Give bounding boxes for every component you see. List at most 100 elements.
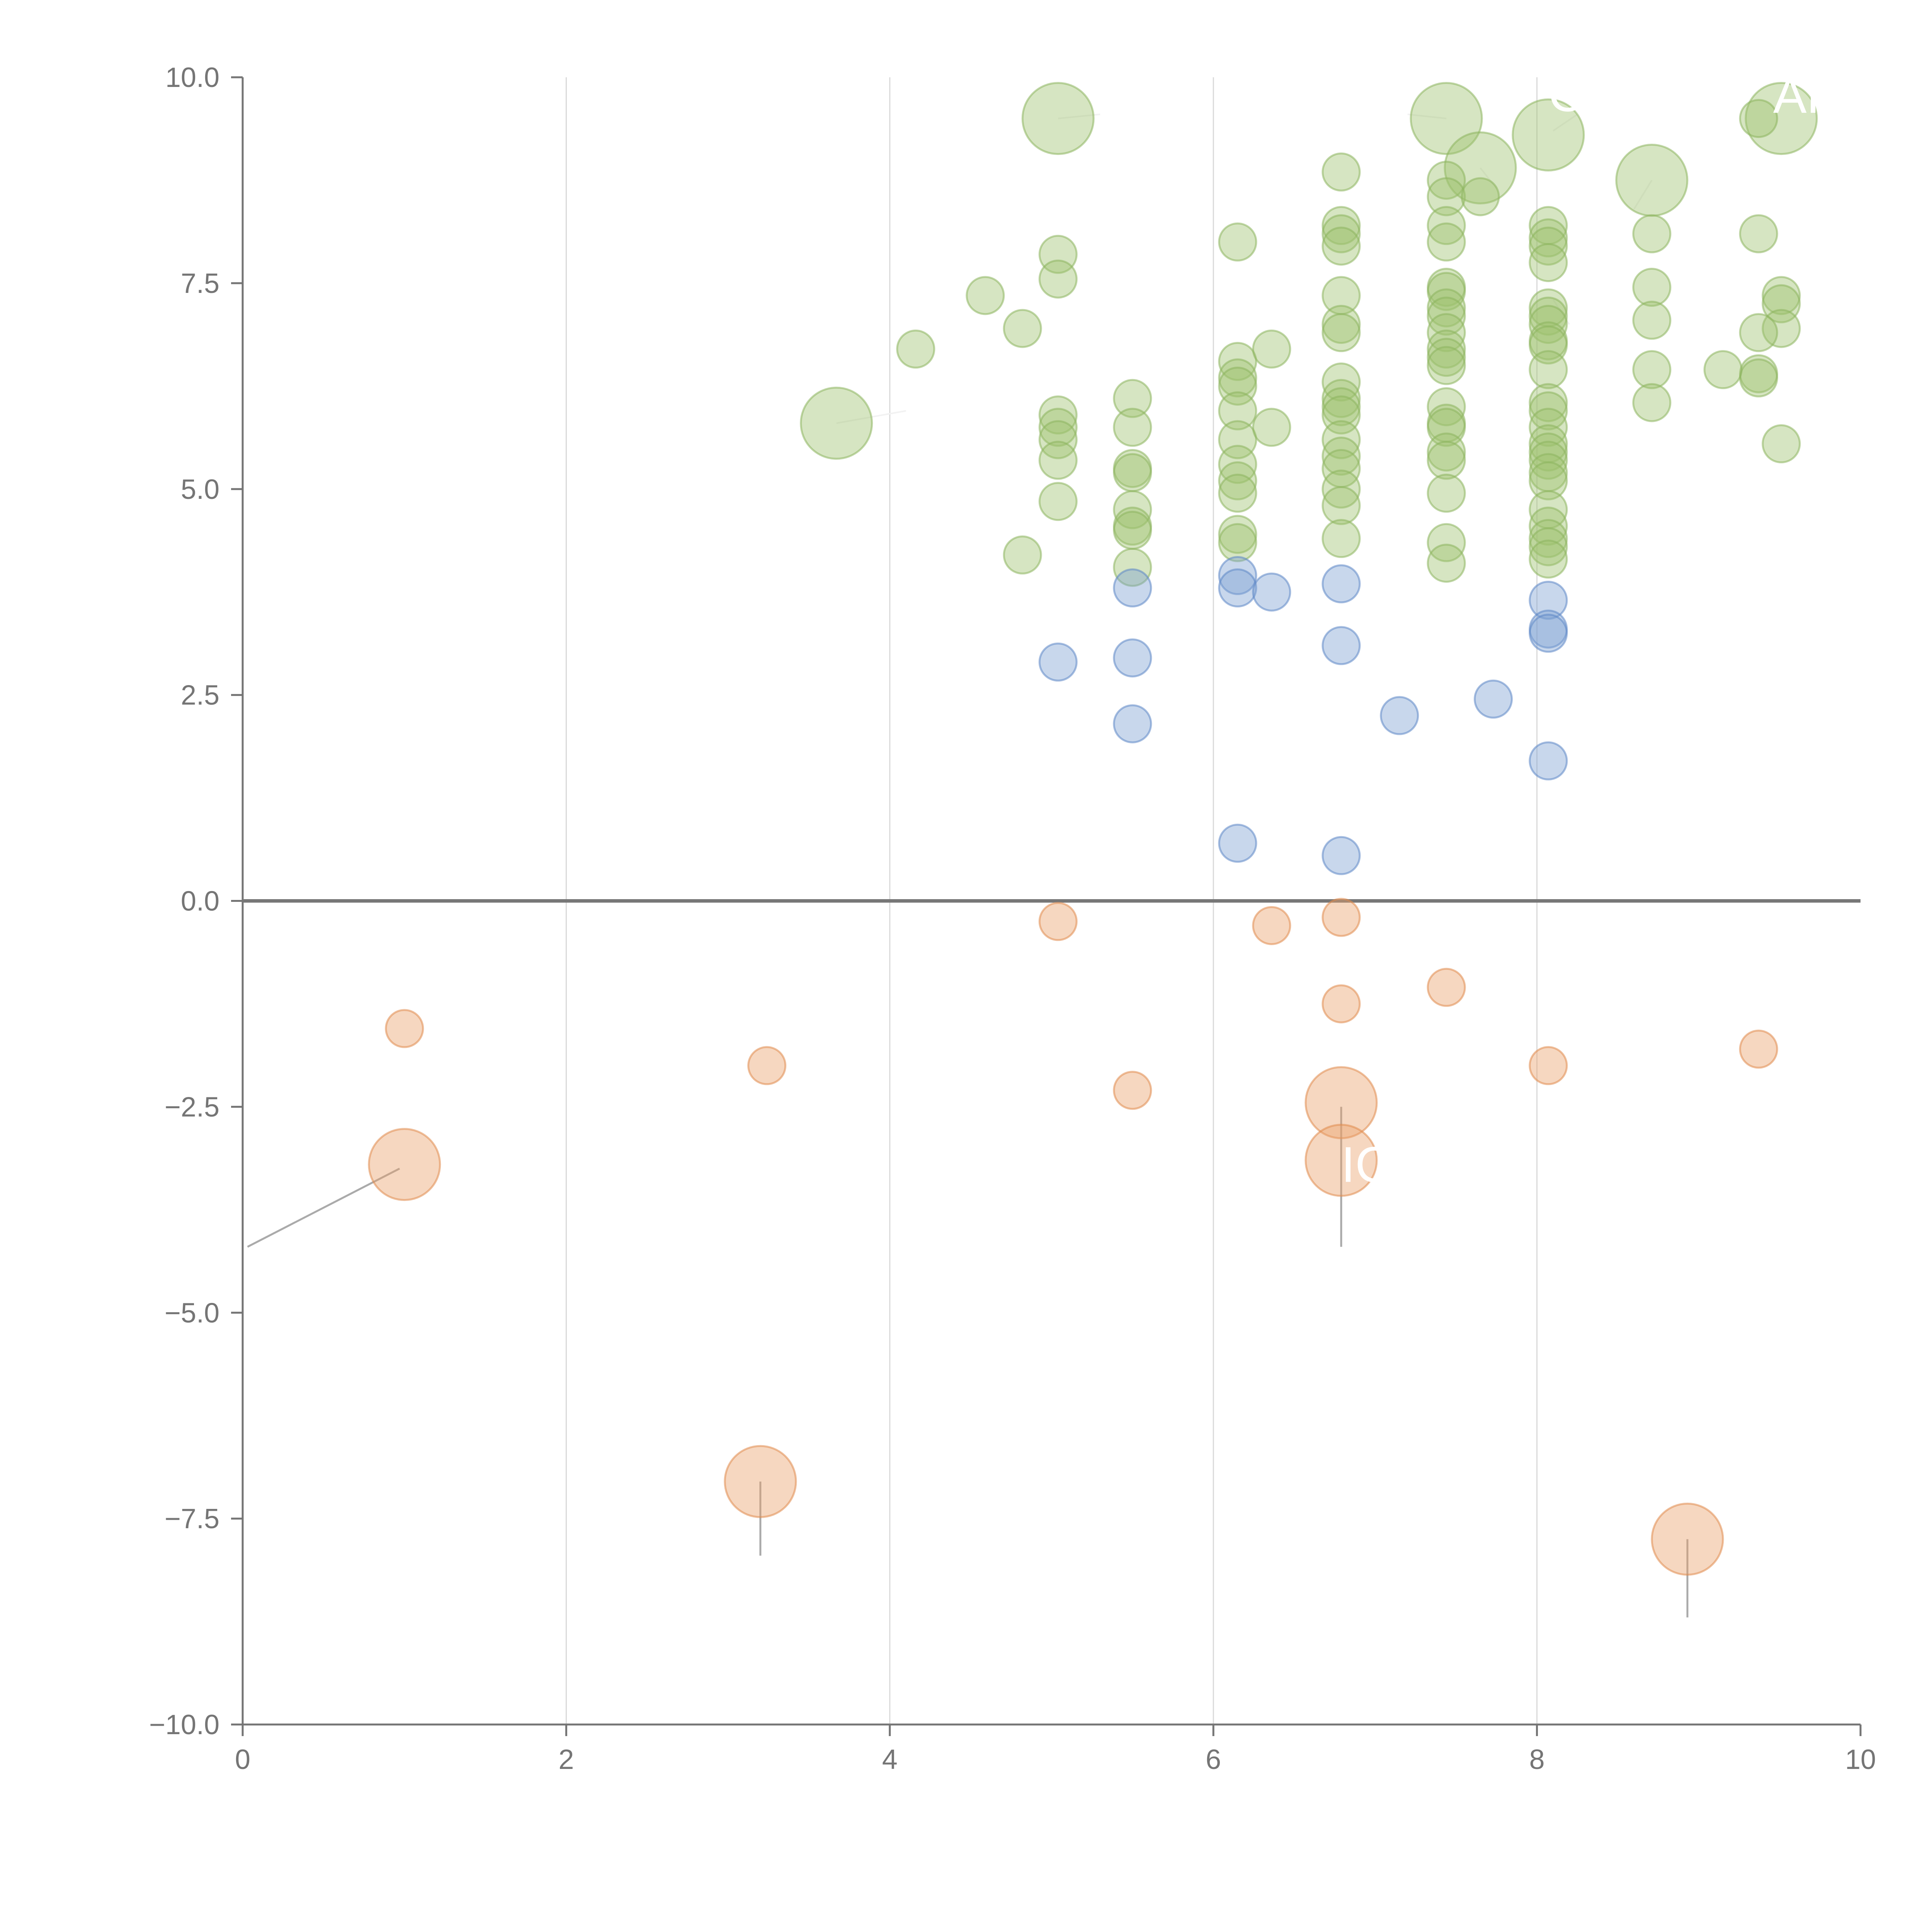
data-point-high [1529, 243, 1568, 282]
data-point-high [1113, 453, 1152, 492]
data-point-high [1038, 440, 1078, 480]
data-point-high [1321, 469, 1361, 509]
data-point-negative [724, 1445, 797, 1518]
leader-line [1633, 180, 1653, 210]
data-point-high [1021, 82, 1095, 155]
data-point-high [1321, 226, 1361, 266]
data-point-high [1703, 350, 1743, 389]
data-point-high [1529, 519, 1568, 558]
data-point-high [1218, 222, 1257, 262]
data-point-mid [1529, 614, 1568, 653]
data-point-high [1762, 424, 1801, 464]
data-point-high [1427, 346, 1466, 385]
data-point-high [1739, 313, 1778, 352]
data-point-high [1739, 358, 1778, 398]
data-point-high [1529, 440, 1568, 480]
data-point-negative [1304, 1066, 1378, 1139]
data-point-high [1321, 152, 1361, 192]
data-point-high [1762, 276, 1801, 315]
data-point-high [1321, 304, 1361, 344]
x-tick-label: 8 [1529, 1744, 1545, 1775]
point-label: IC [1341, 1136, 1391, 1193]
data-point-negative [1038, 902, 1078, 941]
x-tick-label: 4 [882, 1744, 898, 1775]
point-labels: AF C IC [1341, 66, 1837, 1193]
data-point-high [1321, 486, 1361, 525]
data-point-high [1218, 445, 1257, 484]
data-point-negative [1529, 1046, 1568, 1085]
data-point-high [1444, 131, 1517, 204]
data-point-high [1113, 548, 1152, 587]
data-point-mid [1529, 741, 1568, 781]
data-point-high [1529, 527, 1568, 566]
data-point-negative [368, 1128, 441, 1201]
data-point-high [1632, 301, 1672, 340]
data-point-mid [1321, 564, 1361, 604]
y-tick-label: −2.5 [165, 1092, 219, 1122]
leader-line [1407, 113, 1447, 119]
x-tick-label: 0 [235, 1744, 250, 1775]
data-point-high [1529, 391, 1568, 430]
leader-line [1553, 114, 1578, 132]
data-point-mid [1321, 836, 1361, 875]
data-point-negative [1113, 1071, 1152, 1110]
data-point-high [1218, 461, 1257, 500]
data-point-mid [1252, 572, 1291, 612]
data-point-high [1321, 519, 1361, 558]
point-label: AF [1773, 67, 1837, 124]
data-point-high [1321, 420, 1361, 459]
data-point-negative [1304, 1124, 1378, 1197]
data-point-high [966, 276, 1005, 315]
data-point-high [1529, 304, 1568, 344]
x-tick-label: 2 [558, 1744, 574, 1775]
data-point-high [1218, 523, 1257, 562]
data-point-high [1632, 214, 1672, 253]
y-tick-label: −7.5 [165, 1503, 219, 1534]
data-point-high [1427, 329, 1466, 369]
data-point-mid [1038, 642, 1078, 682]
leader-lines [247, 113, 1689, 1617]
data-point-mid [1321, 626, 1361, 665]
data-point-high [1632, 268, 1672, 307]
data-point-negative [1252, 906, 1291, 945]
data-point-high [1427, 296, 1466, 336]
data-point-high [1427, 544, 1466, 583]
data-point-high [1321, 436, 1361, 476]
data-point-negative [1427, 968, 1466, 1007]
data-point-high [1252, 408, 1291, 447]
data-point-high [1427, 206, 1466, 245]
data-point-high [1632, 383, 1672, 422]
data-point-high [1038, 420, 1078, 459]
x-tick-label: 6 [1206, 1744, 1221, 1775]
data-point-high [1529, 507, 1568, 546]
data-point-mid [1113, 704, 1152, 743]
data-point-mid [1218, 823, 1257, 863]
data-point-high [1113, 379, 1152, 418]
y-tick-label: 5.0 [181, 474, 219, 505]
x-tick-label: 10 [1845, 1744, 1876, 1775]
data-point-high [1038, 408, 1078, 447]
data-point-high [1427, 432, 1466, 472]
data-point-negative [1739, 1029, 1778, 1069]
data-point-high [1632, 350, 1672, 389]
data-point-high [1461, 177, 1500, 216]
y-tick-label: 7.5 [181, 268, 219, 299]
data-point-high [1427, 473, 1466, 513]
y-tick-label: 2.5 [181, 680, 219, 711]
data-point-high [1427, 440, 1466, 480]
data-point-high [1427, 523, 1466, 562]
y-tick-label: 10.0 [165, 62, 219, 93]
data-point-high [1739, 99, 1778, 138]
data-point-high [1529, 461, 1568, 500]
data-point-high [1113, 408, 1152, 447]
data-point-high [1003, 535, 1042, 575]
point-label: C [1548, 66, 1585, 122]
data-point-negative [385, 1009, 424, 1048]
data-point-high [1427, 177, 1466, 216]
data-point-high [1252, 329, 1291, 369]
data-point-high [1038, 259, 1078, 299]
data-point-high [1529, 226, 1568, 266]
data-point-high [1321, 313, 1361, 352]
data-point-negative [1321, 984, 1361, 1024]
